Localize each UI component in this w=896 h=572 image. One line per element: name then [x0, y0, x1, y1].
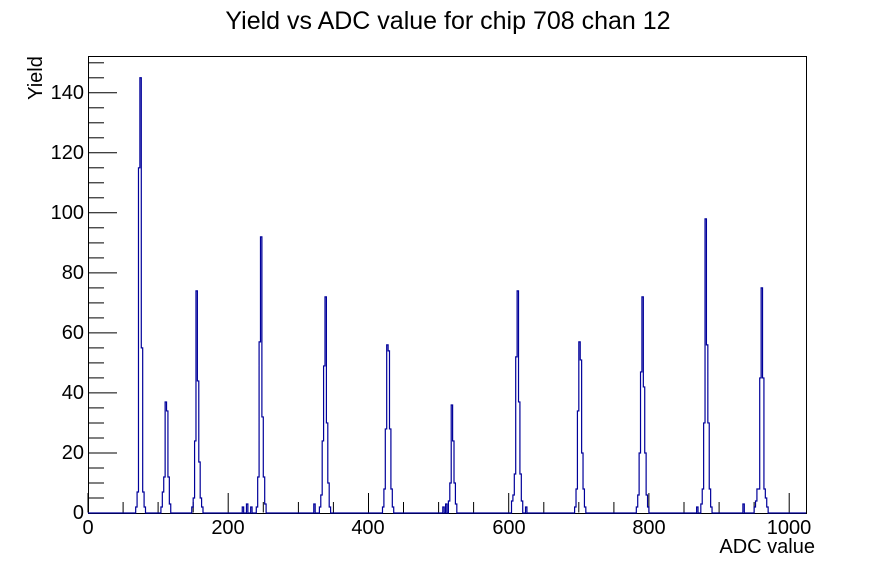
x-tick-label: 600 [492, 517, 526, 539]
plot-frame [88, 56, 807, 514]
x-tick-label: 400 [351, 517, 385, 539]
y-tick-label: 0 [72, 502, 84, 524]
x-tick-label: 800 [632, 517, 666, 539]
y-tick-label: 100 [50, 202, 84, 224]
y-tick-label: 140 [50, 82, 84, 104]
y-tick-label: 80 [61, 262, 84, 284]
x-tick-label: 1000 [766, 517, 812, 539]
x-axis-title: ADC value [719, 536, 815, 558]
y-tick-label: 40 [61, 382, 84, 404]
x-tick-label: 0 [82, 517, 94, 539]
chart-title: Yield vs ADC value for chip 708 chan 12 [225, 7, 671, 35]
y-tick-label: 120 [50, 142, 84, 164]
histogram-line [88, 77, 806, 514]
x-tick-label: 200 [211, 517, 245, 539]
y-tick-label: 20 [61, 442, 84, 464]
y-tick-label: 60 [61, 322, 84, 344]
